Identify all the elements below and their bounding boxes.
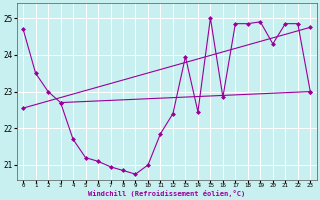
X-axis label: Windchill (Refroidissement éolien,°C): Windchill (Refroidissement éolien,°C) bbox=[88, 190, 245, 197]
